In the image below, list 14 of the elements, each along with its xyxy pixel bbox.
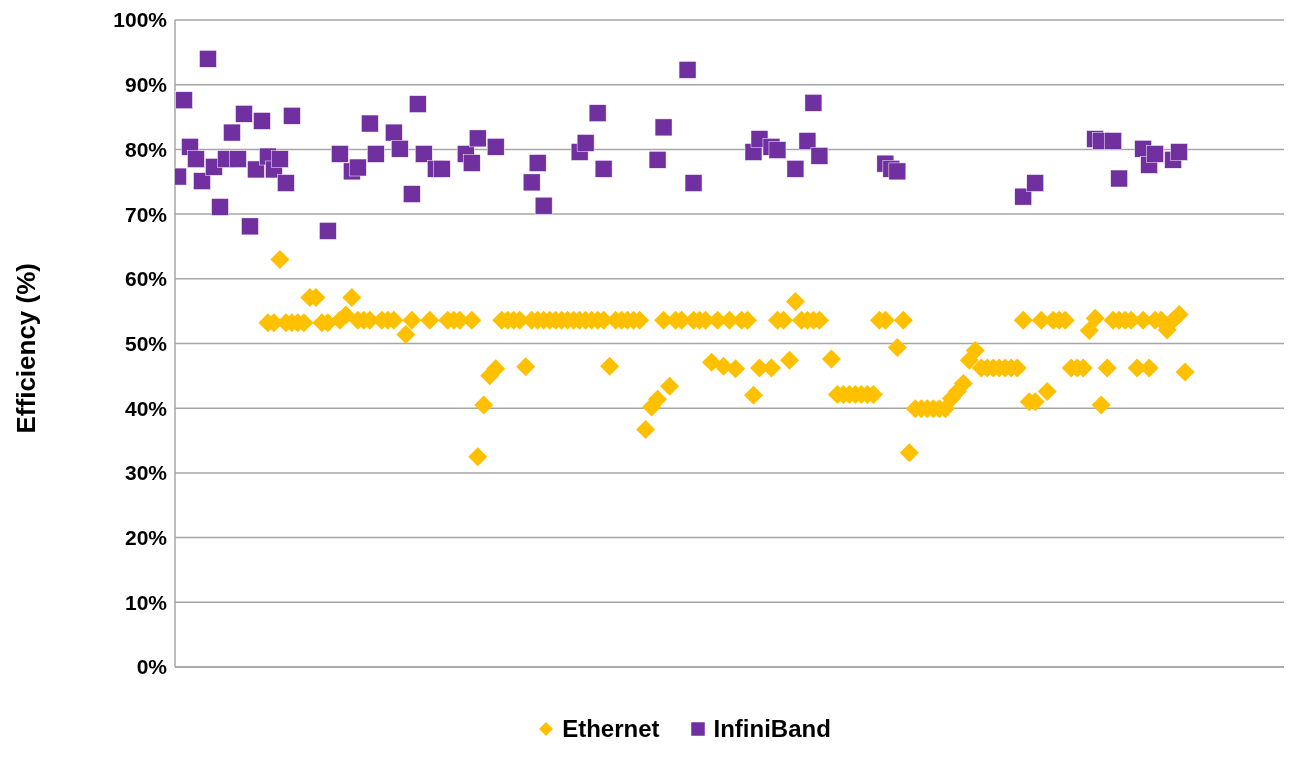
y-tick-label: 70% bbox=[124, 202, 168, 226]
y-tick-label: 40% bbox=[124, 396, 168, 420]
y-tick-label: 90% bbox=[124, 73, 168, 97]
y-tick-label: 30% bbox=[124, 461, 168, 485]
y-tick-label: 100% bbox=[113, 8, 168, 32]
y-tick-label: 20% bbox=[124, 526, 168, 550]
y-tick-label: 60% bbox=[124, 267, 168, 291]
y-tick-label: 10% bbox=[124, 590, 168, 614]
legend-label: InfiniBand bbox=[713, 715, 831, 743]
legend-label: Ethernet bbox=[562, 715, 660, 743]
y-tick-label: 0% bbox=[136, 655, 168, 679]
y-axis-title: Efficiency (%) bbox=[11, 263, 42, 434]
y-tick-label: 80% bbox=[124, 137, 168, 161]
y-tick-label: 50% bbox=[124, 331, 168, 355]
